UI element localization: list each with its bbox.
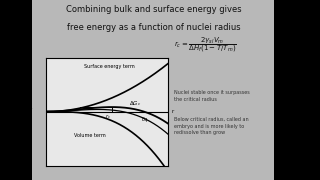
Text: Surface energy term: Surface energy term xyxy=(84,64,134,69)
Text: $r_c = \dfrac{2\gamma_{sl}V_m}{\Delta H_f(1 - T/T_m)}$: $r_c = \dfrac{2\gamma_{sl}V_m}{\Delta H_… xyxy=(174,36,237,54)
Text: r: r xyxy=(171,109,173,114)
Text: Eq: Eq xyxy=(141,117,148,122)
Text: Combining bulk and surface energy gives: Combining bulk and surface energy gives xyxy=(66,5,241,14)
Text: Below critical radius, called an
embryo and is more likely to
redissolve than gr: Below critical radius, called an embryo … xyxy=(174,117,249,135)
Text: $r_c$: $r_c$ xyxy=(105,112,111,121)
Text: $\Delta G_{n,c}$: $\Delta G_{n,c}$ xyxy=(25,101,36,122)
Text: Volume term: Volume term xyxy=(74,133,106,138)
Text: free energy as a function of nuclei radius: free energy as a function of nuclei radi… xyxy=(67,23,240,32)
Text: Nuclei stable once it surpasses
the critical radius: Nuclei stable once it surpasses the crit… xyxy=(174,90,250,102)
Text: $\Delta G_c$: $\Delta G_c$ xyxy=(130,99,141,108)
